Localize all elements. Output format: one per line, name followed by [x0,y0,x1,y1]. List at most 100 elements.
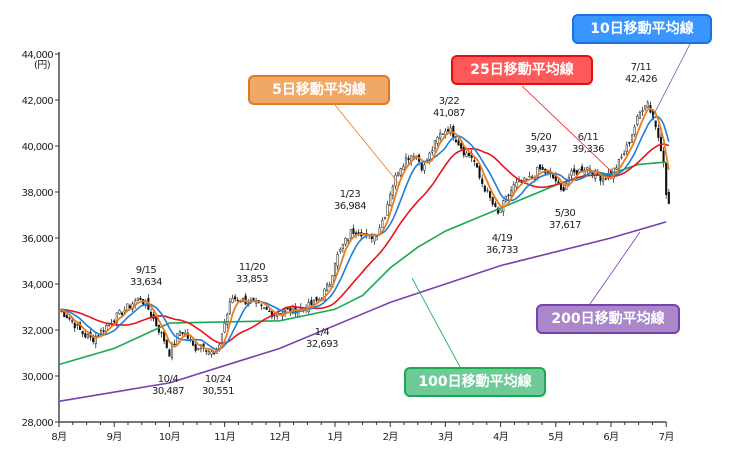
anno-date: 6/11 [578,132,599,143]
candle-up [515,181,518,188]
candle-down [192,341,195,346]
ma10-line [58,115,670,351]
leader-line [411,277,461,368]
candle-down [121,312,124,316]
candle-up [630,134,634,143]
candle-up [391,186,394,196]
x-tick-label: 10月 [159,431,180,443]
y-tick-label: 40,000 [22,142,54,153]
anno-value: 39,336 [572,144,604,155]
candle-up [197,348,200,350]
candle-down [68,317,71,320]
ma5-line [58,107,670,353]
candle-down [81,331,84,335]
candle-up [397,172,400,177]
candle-down [667,192,670,204]
candle-down [173,343,176,345]
candle-down [473,160,476,162]
candle-up [228,301,231,314]
candle-up [336,253,339,267]
leader-line [589,231,641,305]
candle-down [420,163,423,171]
candle-down [71,320,74,322]
x-tick-label: 11月 [214,431,235,443]
candle-down [665,162,668,195]
candle-up [170,343,174,359]
candle-up [123,309,126,313]
candle-up [381,220,384,228]
candle-down [265,307,268,310]
x-tick-label: 3月 [438,431,453,443]
candle-up [586,167,589,170]
candle-down [573,168,576,173]
candle-up [94,335,97,345]
x-tick-label: 8月 [51,431,66,443]
candle-down [489,191,492,198]
candle-up [638,112,641,119]
candle-up [126,303,129,311]
candle-up [312,299,316,305]
moving-average-lines [58,107,670,403]
anno-date: 5/20 [531,132,552,143]
candle-down [315,296,318,301]
y-tick-label: 36,000 [22,234,54,245]
candle-up [433,140,436,149]
y-tick-label: 28,000 [22,418,54,429]
candle-down [541,166,544,170]
candle-down [205,350,208,352]
candle-up [347,238,350,241]
candle-down [186,332,189,339]
x-tick-label: 2月 [383,431,398,443]
candle-up [570,170,573,176]
y-tick-label: 38,000 [22,188,54,199]
annotations: 9/15 33,634 10/4 30,487 10/24 30,551 11/… [130,62,658,397]
candle-down [557,181,560,184]
candle-up [118,310,121,314]
candle-up [441,133,444,136]
candle-down [657,128,660,138]
anno-date: 3/22 [439,96,460,107]
candle-up [86,334,89,339]
candle-up [178,331,181,336]
anno-date: 1/23 [340,189,361,200]
anno-date: 5/30 [555,208,576,219]
candle-up [578,168,581,173]
candle-up [633,126,636,135]
candle-down [531,176,534,178]
candle-up [386,203,389,216]
anno-value: 30,551 [202,386,234,397]
legend-ma10: 10日移動平均線 [572,14,712,44]
x-tick-label: 6月 [603,431,618,443]
candle-up [486,189,489,192]
anno-value: 36,733 [486,245,518,256]
candle-up [536,166,539,178]
candle-down [654,120,657,128]
y-tick-label: 44,000 [22,50,54,61]
candle-down [475,163,478,168]
x-tick-label: 1月 [327,431,342,443]
candle-down [478,165,481,178]
candle-down [538,164,542,170]
legend-ma100: 100日移動平均線 [404,367,546,397]
anno-date: 10/4 [158,374,179,385]
candle-up [333,263,337,276]
candle-up [439,132,442,139]
candle-down [149,312,153,317]
x-tick-label: 9月 [107,431,122,443]
candle-down [483,185,486,192]
candle-up [339,248,342,252]
candle-up [389,193,392,207]
anno-date: 1/4 [315,327,330,338]
anno-date: 4/19 [492,233,513,244]
callout-leader-lines [334,43,691,368]
leader-line [334,104,401,186]
candle-down [234,296,237,300]
candle-up [60,310,63,313]
anno-value: 36,984 [334,201,366,212]
anno-value: 33,853 [236,274,268,285]
candle-down [446,129,450,132]
candle-down [494,203,497,207]
candle-up [546,171,549,173]
